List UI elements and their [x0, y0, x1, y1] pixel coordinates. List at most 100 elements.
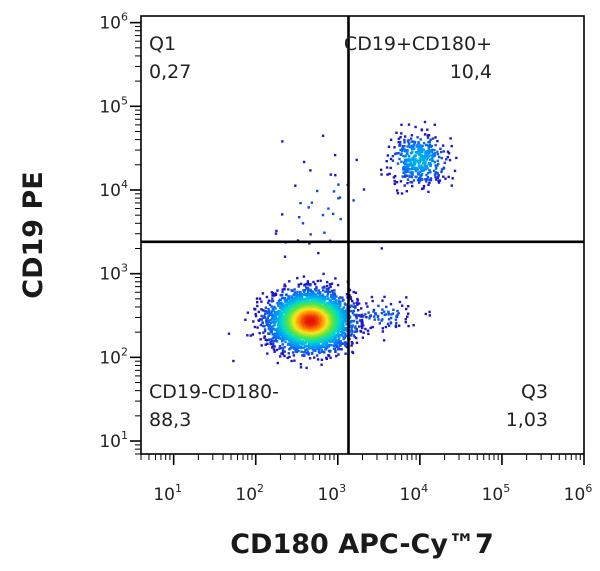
event-dot — [297, 341, 301, 345]
event-dot — [295, 335, 298, 338]
event-dot — [297, 324, 301, 327]
event-dot — [281, 213, 284, 216]
event-dot — [308, 357, 312, 360]
event-dot — [399, 148, 402, 152]
event-dot — [354, 327, 357, 330]
event-dot — [364, 313, 367, 316]
event-dot — [330, 294, 333, 297]
event-dot — [434, 178, 438, 181]
event-dot — [324, 346, 328, 349]
event-dot — [397, 141, 400, 144]
event-dot — [323, 340, 326, 343]
event-dot — [259, 318, 262, 321]
event-dot — [345, 326, 348, 330]
event-dot — [315, 338, 319, 341]
event-dot — [362, 324, 365, 327]
event-dot — [351, 342, 354, 345]
event-dot — [295, 343, 298, 346]
event-dot — [277, 311, 280, 314]
event-dot — [305, 352, 308, 355]
event-dot — [272, 342, 275, 346]
event-dot — [327, 338, 330, 341]
event-dot — [431, 137, 435, 140]
event-dot — [254, 308, 257, 311]
event-dot — [428, 168, 431, 172]
event-dot — [337, 336, 341, 339]
event-dot — [424, 164, 427, 168]
event-dot — [424, 143, 428, 147]
event-dot — [404, 163, 407, 166]
event-dot — [351, 325, 354, 329]
event-dot — [323, 342, 326, 345]
event-dot — [337, 338, 340, 341]
event-dot — [285, 293, 288, 297]
event-dot — [326, 290, 329, 294]
event-dot — [408, 174, 411, 177]
event-dot — [422, 141, 426, 145]
event-dot — [286, 297, 290, 300]
y-tick-label: 106 — [99, 11, 128, 34]
event-dot — [399, 153, 403, 156]
event-dot — [433, 173, 437, 176]
event-dot — [281, 351, 285, 354]
event-dot — [255, 297, 259, 300]
event-dot — [267, 319, 270, 322]
event-dot — [389, 302, 393, 306]
event-dot — [455, 156, 458, 160]
event-dot — [326, 316, 330, 319]
event-dot — [439, 147, 442, 150]
event-dot — [327, 207, 330, 210]
event-dot — [444, 177, 447, 180]
event-dot — [339, 315, 342, 318]
event-dot — [427, 163, 431, 166]
event-dot — [299, 326, 302, 330]
event-dot — [302, 346, 305, 349]
quadrant-name: CD19+CD180+ — [344, 33, 492, 55]
event-dot — [407, 324, 410, 328]
event-dot — [311, 345, 315, 348]
event-dot — [332, 294, 336, 297]
event-dot — [266, 316, 269, 319]
event-dot — [344, 311, 347, 314]
event-dot — [333, 338, 336, 341]
event-dot — [276, 289, 279, 292]
event-dot — [420, 165, 423, 169]
event-dot — [427, 152, 430, 155]
event-dot — [305, 366, 308, 370]
event-dot — [422, 148, 425, 151]
event-dot — [303, 284, 306, 287]
event-dot — [285, 298, 289, 302]
event-dot — [437, 174, 440, 177]
event-dot — [389, 157, 393, 161]
event-dot — [269, 313, 272, 316]
event-dot — [412, 140, 415, 143]
event-dot — [389, 321, 393, 324]
event-dot — [406, 182, 409, 185]
event-dot — [355, 158, 358, 162]
y-tick-label: 102 — [99, 345, 128, 368]
quadrant-name: Q1 — [149, 33, 176, 55]
event-dot — [325, 356, 328, 360]
event-dot — [401, 146, 404, 149]
event-dot — [381, 308, 384, 311]
event-dot — [291, 295, 294, 298]
event-dot — [367, 311, 370, 314]
event-dot — [292, 354, 296, 357]
event-dot — [433, 149, 436, 152]
event-dot — [418, 153, 421, 157]
event-dot — [418, 157, 421, 160]
plot-background — [141, 16, 584, 454]
event-dot — [366, 305, 369, 308]
event-dot — [352, 334, 355, 337]
event-dot — [423, 156, 426, 159]
event-dot — [344, 303, 347, 306]
event-dot — [275, 229, 278, 233]
event-dot — [260, 308, 263, 311]
event-dot — [409, 159, 412, 162]
event-dot — [429, 177, 433, 180]
event-dot — [283, 350, 286, 353]
event-dot — [337, 197, 340, 200]
event-dot — [401, 149, 404, 152]
event-dot — [362, 188, 366, 191]
event-dot — [386, 154, 390, 157]
